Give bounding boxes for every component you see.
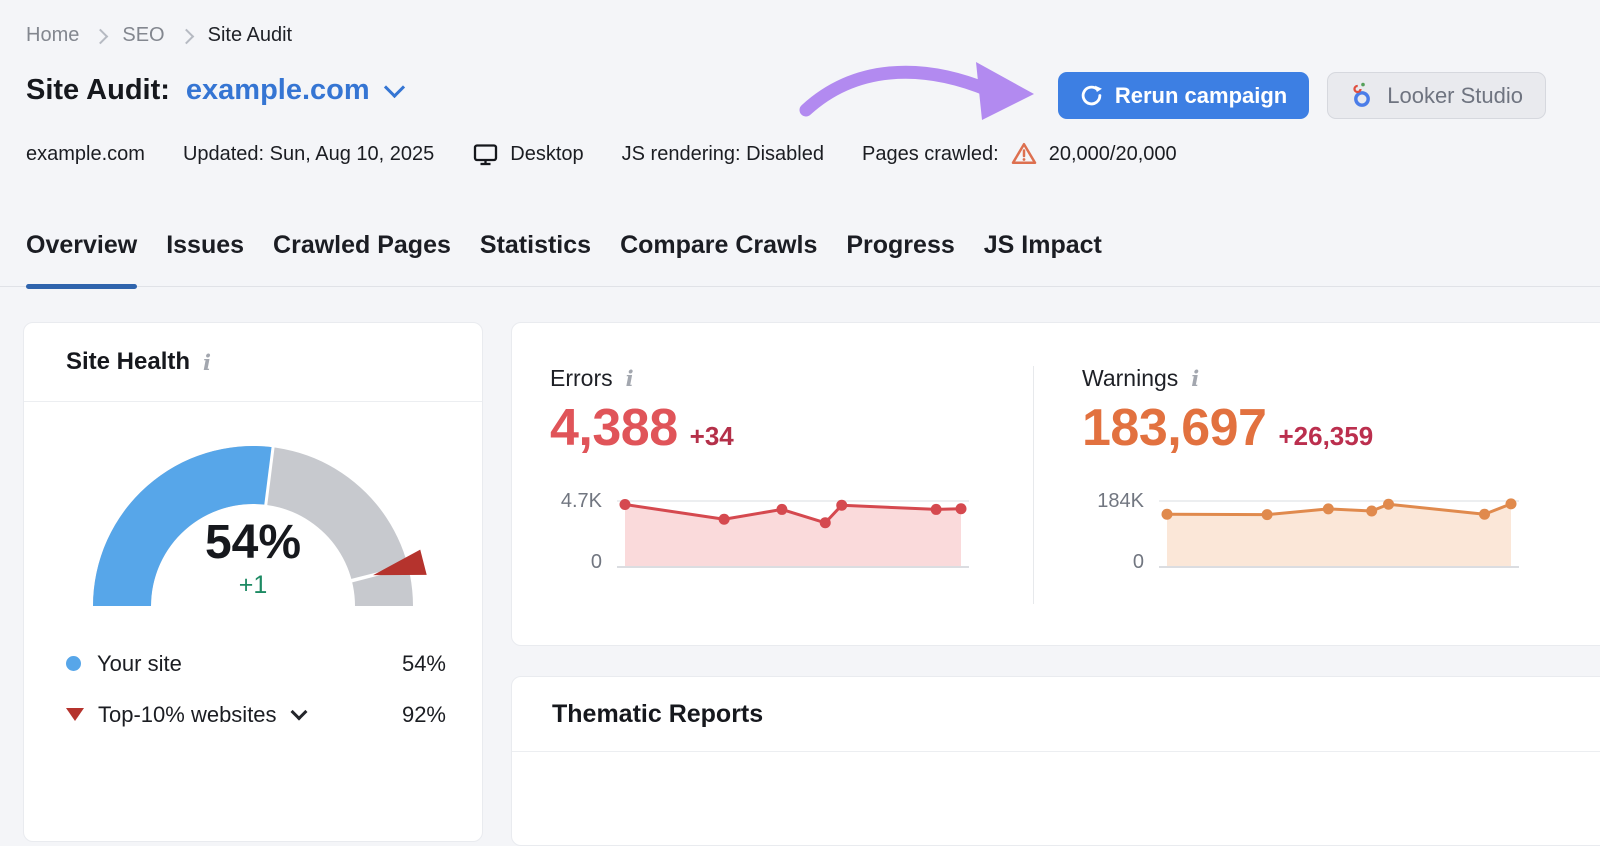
looker-studio-button[interactable]: Looker Studio <box>1327 72 1546 119</box>
tab-crawled-pages[interactable]: Crawled Pages <box>273 231 451 259</box>
tab-issues[interactable]: Issues <box>166 231 245 259</box>
warnings-axis-max: 184K <box>1097 490 1144 512</box>
legend-value-top10: 92% <box>401 701 446 727</box>
meta-js-rendering: JS rendering: Disabled <box>621 142 824 165</box>
breadcrumb-seo[interactable]: SEO <box>122 24 165 46</box>
warnings-panel: Warnings i 183,697 +26,359 184K 0 <box>1082 323 1600 645</box>
page-title: Site Audit: <box>26 74 170 106</box>
site-health-gauge: 54%+1 <box>93 444 427 606</box>
project-domain: example.com <box>185 74 370 106</box>
warnings-title: Warnings <box>1082 365 1179 391</box>
errors-sparkline <box>617 499 969 568</box>
errors-trend-chart: 4.7K 0 <box>550 490 969 573</box>
info-icon[interactable]: i <box>1191 366 1200 391</box>
red-triangle-icon <box>66 708 84 721</box>
looker-studio-label: Looker Studio <box>1387 82 1523 108</box>
meta-domain: example.com <box>26 142 145 165</box>
header-actions: Rerun campaign Looker Studio <box>1057 72 1546 119</box>
tab-statistics[interactable]: Statistics <box>479 231 592 259</box>
site-health-card: Site Health i 54% +1 Your site 54% Top-10… <box>23 322 483 842</box>
tab-compare-crawls[interactable]: Compare Crawls <box>620 231 818 259</box>
tab-overview[interactable]: Overview <box>26 231 138 289</box>
tab-progress[interactable]: Progress <box>846 231 955 259</box>
errors-axis-max: 4.7K <box>560 490 602 512</box>
errors-warnings-card: Errors i 4,388 +34 4.7K 0 Warnings i 183… <box>511 322 1600 646</box>
warnings-trend-chart: 184K 0 <box>1082 490 1519 573</box>
refresh-icon <box>1080 84 1103 107</box>
blue-dot-icon <box>66 656 81 671</box>
site-health-title: Site Health <box>66 348 191 375</box>
meta-pages-crawled-value: 20,000/20,000 <box>1048 142 1177 165</box>
legend-label-top10: Top-10% websites <box>98 701 277 727</box>
errors-count: 4,388 <box>550 399 678 457</box>
svg-text:54%: 54% <box>205 516 301 569</box>
chevron-right-icon <box>178 28 194 45</box>
errors-panel: Errors i 4,388 +34 4.7K 0 <box>550 323 1020 645</box>
looker-studio-icon <box>1350 82 1375 109</box>
site-health-legend: Your site 54% Top-10% websites 92% <box>66 638 446 740</box>
thematic-reports-card: Thematic Reports <box>511 676 1600 846</box>
meta-pages-crawled-label: Pages crawled: <box>861 142 999 165</box>
legend-value-your-site: 54% <box>401 650 446 676</box>
legend-row-your-site: Your site 54% <box>66 638 446 689</box>
warning-triangle-icon[interactable] <box>1010 141 1038 167</box>
tab-js-impact[interactable]: JS Impact <box>983 231 1102 259</box>
errors-axis-zero: 0 <box>590 551 602 573</box>
warnings-axis-zero: 0 <box>1132 551 1144 573</box>
svg-text:+1: +1 <box>239 571 268 599</box>
warnings-sparkline <box>1159 498 1519 568</box>
breadcrumb: Home SEO Site Audit <box>26 24 292 47</box>
vertical-divider <box>1033 366 1034 604</box>
errors-title: Errors <box>550 365 613 391</box>
info-icon[interactable]: i <box>625 366 634 391</box>
meta-updated: Updated: Sun, Aug 10, 2025 <box>182 142 435 165</box>
meta-device: Desktop <box>510 142 584 165</box>
rerun-campaign-label: Rerun campaign <box>1114 82 1288 108</box>
thematic-reports-title: Thematic Reports <box>552 699 764 728</box>
warnings-delta: +26,359 <box>1278 421 1374 451</box>
legend-row-top10: Top-10% websites 92% <box>66 689 446 740</box>
info-icon[interactable]: i <box>203 349 212 375</box>
annotation-arrow <box>799 62 1034 120</box>
monitor-icon <box>472 142 499 167</box>
chevron-down-icon <box>383 76 405 99</box>
project-domain-selector[interactable]: example.com <box>185 74 405 107</box>
breadcrumb-current: Site Audit <box>207 24 293 46</box>
rerun-campaign-button[interactable]: Rerun campaign <box>1057 72 1310 119</box>
breadcrumb-home[interactable]: Home <box>26 24 80 46</box>
page-header: Site Audit: example.com <box>26 74 405 107</box>
report-tabs: Overview Issues Crawled Pages Statistics… <box>0 231 1600 289</box>
chevron-down-icon[interactable] <box>290 703 308 721</box>
errors-delta: +34 <box>689 421 734 451</box>
legend-label-your-site: Your site <box>97 650 182 676</box>
chevron-right-icon <box>93 28 109 45</box>
campaign-meta: example.com Updated: Sun, Aug 10, 2025 D… <box>26 141 1177 167</box>
warnings-count: 183,697 <box>1082 399 1267 457</box>
